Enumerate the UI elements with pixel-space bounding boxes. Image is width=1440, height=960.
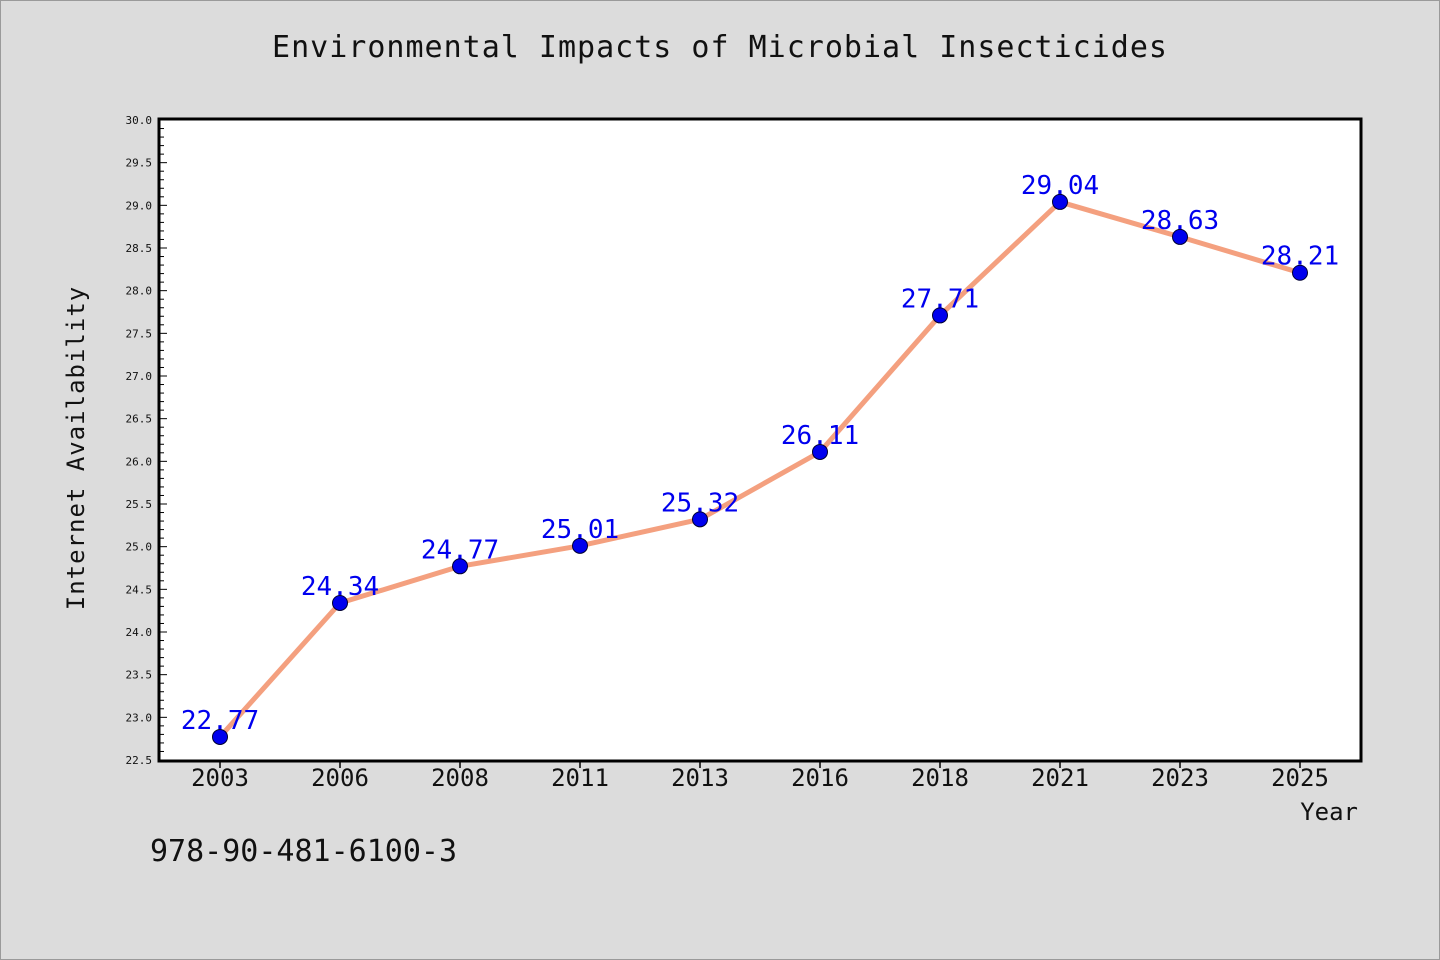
data-point — [812, 443, 828, 460]
y-tick-label: 28.0 — [126, 285, 153, 298]
data-point — [932, 307, 948, 324]
plot-area — [157, 117, 1363, 763]
data-point — [1172, 228, 1188, 245]
y-tick-label: 29.0 — [126, 199, 153, 212]
y-axis-label: Internet Availability — [62, 286, 90, 610]
data-label: 29.04 — [1021, 171, 1099, 201]
y-tick-label: 26.0 — [126, 455, 153, 468]
data-label: 28.63 — [1141, 206, 1219, 236]
x-tick-label: 2018 — [911, 764, 969, 792]
x-tick-label: 2016 — [791, 764, 849, 792]
marker-layer — [212, 193, 1308, 745]
y-tick-label: 26.5 — [126, 413, 153, 426]
y-axis: 22.5 23.0 23.5 24.0 24.5 25.0 25.5 26.0 26.5 27.0… — [126, 114, 167, 767]
y-tick-label: 29.5 — [126, 157, 153, 170]
x-tick-label: 2023 — [1151, 764, 1209, 792]
x-tick-label: 2011 — [551, 764, 609, 792]
data-point — [212, 728, 228, 745]
x-tick-label: 2006 — [311, 764, 369, 792]
x-tick-label: 2021 — [1031, 764, 1089, 792]
x-tick-label: 2025 — [1271, 764, 1329, 792]
data-point — [332, 594, 348, 611]
data-point — [572, 537, 588, 554]
data-point — [692, 511, 708, 528]
y-tick-label: 23.5 — [126, 669, 153, 682]
x-tick-label: 2008 — [431, 764, 489, 792]
data-label-layer: 22.77 24.34 24.77 25.01 25.32 26.11 27.71 29.04… — [181, 171, 1339, 736]
footer-code: 978-90-481-6100-3 — [150, 834, 458, 869]
y-tick-label: 24.0 — [126, 626, 153, 639]
x-axis-label: Year — [1300, 798, 1358, 826]
data-label: 25.01 — [541, 515, 619, 545]
data-label: 26.11 — [781, 421, 859, 451]
x-axis: 2003 2006 2008 2011 2013 2016 2018 2021 2023 2025 — [191, 760, 1329, 792]
y-tick-label: 27.0 — [126, 370, 153, 383]
y-tick-label: 22.5 — [126, 754, 153, 767]
chart-title: Environmental Impacts of Microbial Insec… — [272, 30, 1168, 65]
data-label: 27.71 — [901, 284, 979, 314]
data-label: 28.21 — [1261, 242, 1339, 272]
y-tick-label: 25.0 — [126, 541, 153, 554]
data-label: 24.77 — [421, 535, 499, 565]
y-tick-label: 25.5 — [126, 498, 153, 511]
data-point — [1052, 193, 1068, 210]
y-tick-label: 27.5 — [126, 327, 153, 340]
data-label: 22.77 — [181, 706, 259, 736]
y-tick-label: 23.0 — [126, 711, 153, 724]
x-tick-label: 2003 — [191, 764, 249, 792]
data-point — [1292, 264, 1308, 281]
y-tick-label: 30.0 — [126, 114, 153, 127]
x-tick-label: 2013 — [671, 764, 729, 792]
y-tick-label: 24.5 — [126, 583, 153, 596]
series-line — [217, 199, 1303, 740]
data-label: 25.32 — [661, 488, 739, 518]
y-tick-label: 28.5 — [126, 242, 153, 255]
series-layer — [217, 199, 1303, 740]
data-point — [452, 558, 468, 575]
data-label: 24.34 — [301, 572, 379, 602]
